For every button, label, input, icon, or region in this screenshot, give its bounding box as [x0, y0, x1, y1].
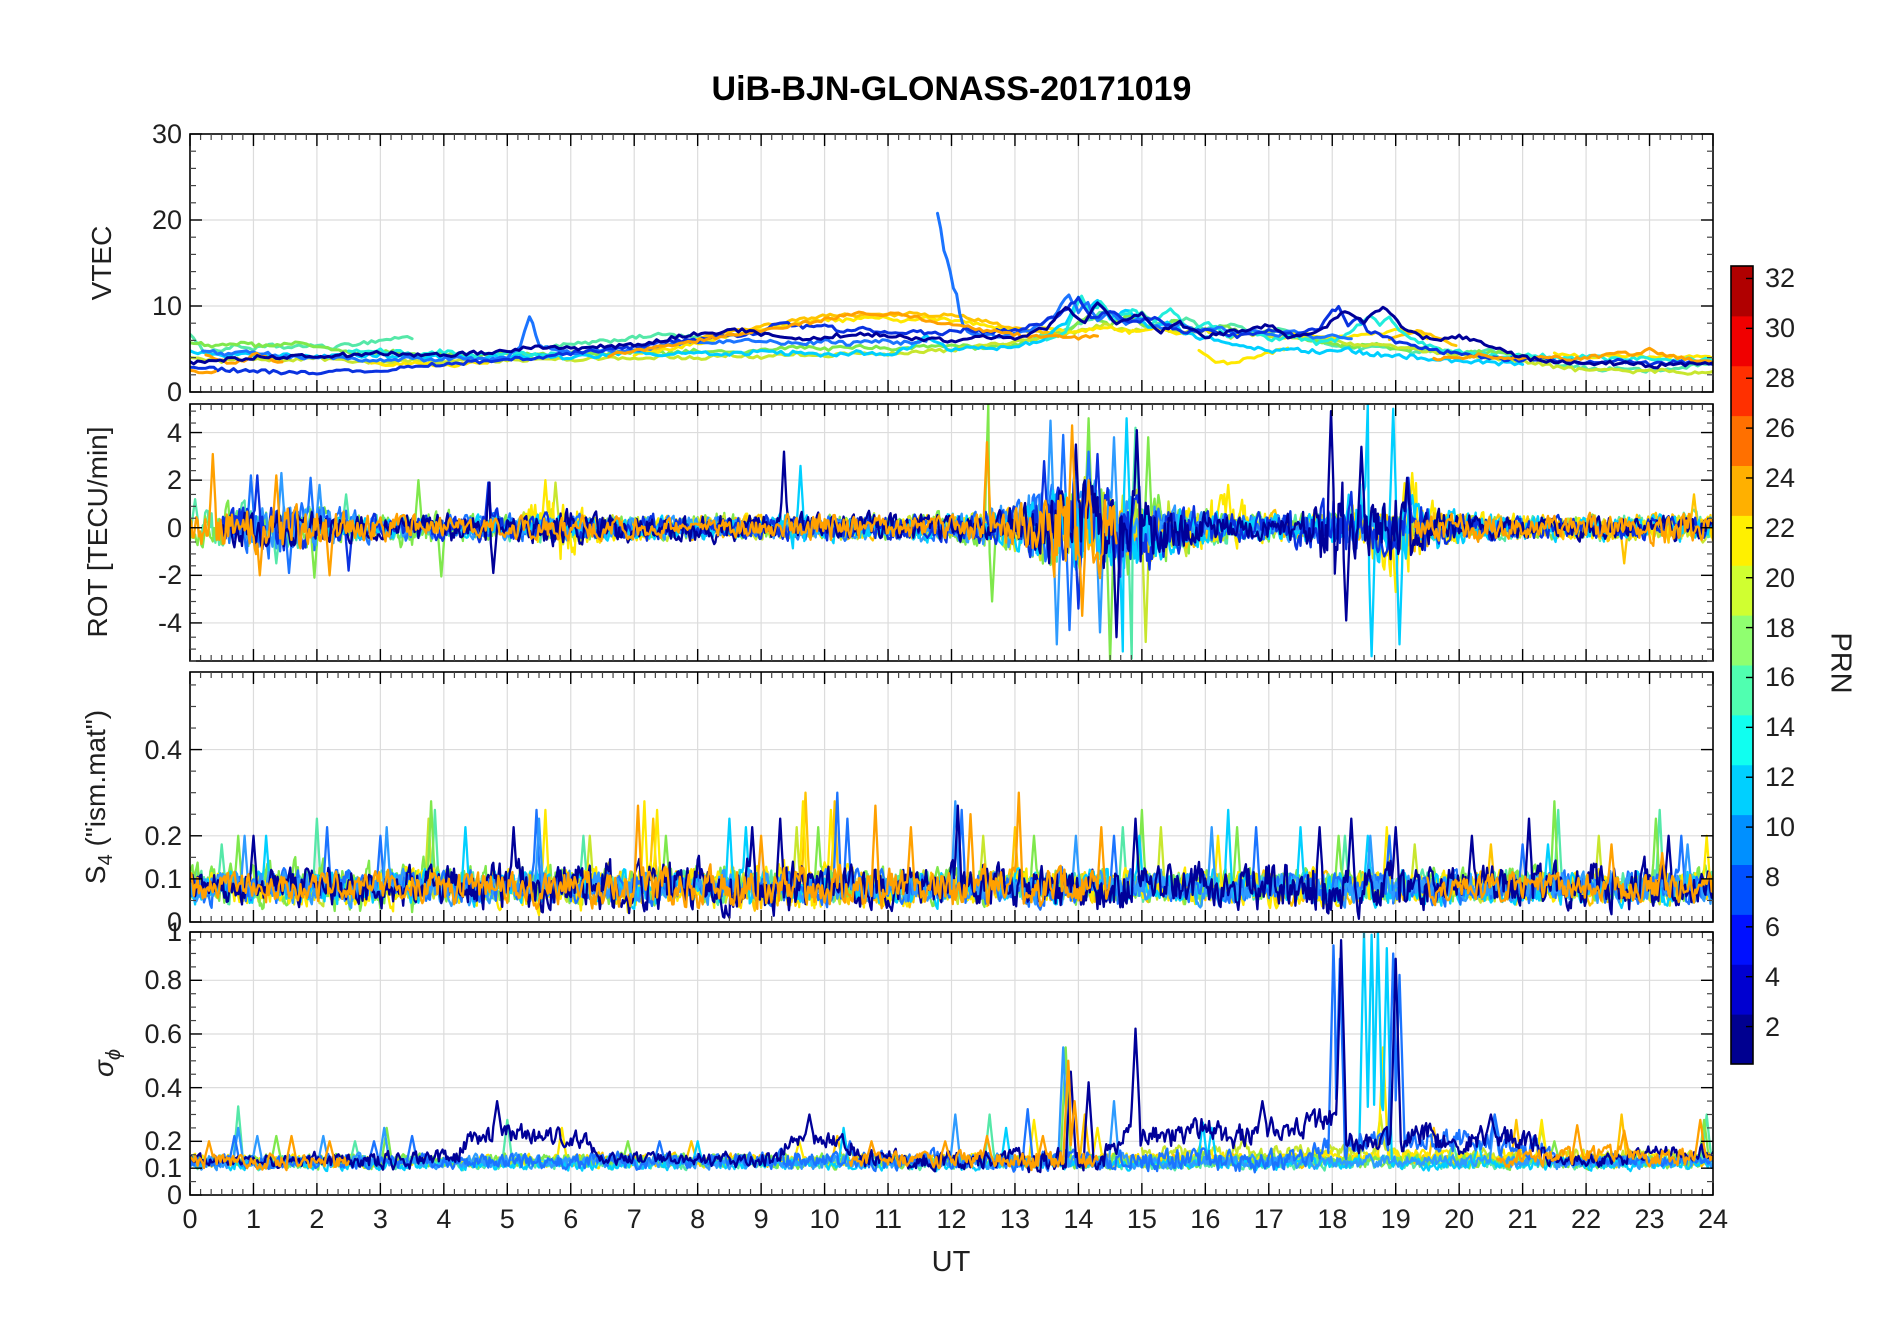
colorbar-tick-label: 16 [1765, 662, 1796, 693]
y-axis-label-part: σ [88, 1060, 119, 1078]
y-tick-label: 0.2 [144, 820, 182, 851]
y-axis-label-sigma-phi: σϕ [88, 1049, 125, 1078]
y-tick-label: 0.1 [144, 1153, 182, 1184]
y-axis-label-part: ("ism.mat") [80, 709, 111, 855]
y-tick-label: 2 [166, 465, 182, 496]
x-tick-label: 24 [1697, 1204, 1729, 1234]
chart-title: UiB-BJN-GLONASS-20171019 [711, 70, 1192, 108]
x-tick-label: 13 [999, 1204, 1030, 1234]
y-axis-label-part: S [80, 865, 111, 885]
colorbar-tick-label: 12 [1765, 762, 1796, 793]
colorbar-label: PRN [1824, 632, 1857, 694]
y-tick-label: 0.4 [144, 734, 182, 765]
x-tick-label: 21 [1507, 1204, 1538, 1234]
x-tick-label: 7 [626, 1204, 642, 1234]
colorbar-tick-label: 26 [1765, 413, 1796, 444]
y-tick-label: 0 [166, 907, 182, 937]
y-tick-label: -4 [157, 607, 182, 638]
x-tick-label: 20 [1444, 1204, 1475, 1234]
x-tick-label: 4 [436, 1204, 452, 1234]
x-axis-label: UT [931, 1246, 971, 1278]
y-tick-label: 4 [166, 417, 182, 448]
colorbar-tick-label: 10 [1765, 812, 1796, 843]
x-tick-label: 1 [245, 1204, 261, 1234]
x-tick-label: 0 [182, 1204, 198, 1234]
colorbar-tick-label: 2 [1765, 1011, 1781, 1042]
colorbar-tick-label: 6 [1765, 911, 1781, 942]
colorbar-tick-label: 4 [1765, 961, 1781, 992]
x-tick-label: 2 [309, 1204, 325, 1234]
x-tick-label: 17 [1253, 1204, 1284, 1234]
y-axis-label-part: VTEC [86, 225, 117, 301]
x-tick-label: 10 [809, 1204, 840, 1234]
y-tick-label: 0.4 [144, 1072, 182, 1103]
x-tick-label: 3 [372, 1204, 388, 1234]
x-tick-label: 15 [1126, 1204, 1157, 1234]
x-tick-label: 9 [753, 1204, 769, 1234]
y-axis-label-part: 4 [95, 854, 117, 866]
x-tick-label: 14 [1063, 1204, 1094, 1234]
colorbar-tick-label: 22 [1765, 512, 1796, 543]
colorbar-tick-label: 20 [1765, 562, 1796, 593]
x-tick-label: 8 [690, 1204, 706, 1234]
y-tick-label: 0 [166, 377, 182, 407]
y-tick-label: 0.6 [144, 1018, 182, 1049]
y-tick-label: -2 [157, 560, 182, 591]
y-axis-label-part: ROT [TECU/min] [82, 426, 113, 638]
x-tick-label: 18 [1317, 1204, 1348, 1234]
x-tick-label: 19 [1380, 1204, 1411, 1234]
y-tick-label: 0 [166, 1180, 182, 1210]
colorbar-tick-label: 24 [1765, 462, 1796, 493]
x-tick-label: 6 [563, 1204, 579, 1234]
y-axis-label-part: ϕ [103, 1048, 125, 1061]
y-axis-label-rot: ROT [TECU/min] [82, 426, 114, 637]
y-tick-label: 10 [151, 291, 182, 321]
colorbar-tick-label: 32 [1765, 263, 1796, 294]
y-tick-label: 0 [166, 512, 182, 543]
colorbar-tick-label: 28 [1765, 363, 1796, 394]
colorbar-tick-label: 30 [1765, 313, 1796, 344]
colorbar-tick-label: 8 [1765, 861, 1781, 892]
y-tick-label: 30 [151, 119, 182, 149]
y-tick-label: 20 [151, 205, 182, 235]
y-tick-label: 1 [166, 917, 182, 947]
y-tick-label: 0.8 [144, 965, 182, 996]
x-tick-label: 16 [1190, 1204, 1221, 1234]
x-tick-label: 11 [874, 1204, 903, 1234]
colorbar-tick-label: 18 [1765, 612, 1796, 643]
y-tick-label: 0.1 [144, 863, 182, 894]
y-axis-label-vtec: VTEC [86, 226, 118, 301]
y-tick-label: 0.2 [144, 1126, 182, 1157]
colorbar-tick-label: 14 [1765, 712, 1796, 743]
x-tick-label: 12 [936, 1204, 967, 1234]
x-tick-label: 5 [499, 1204, 515, 1234]
y-axis-label-s4: S4 ("ism.mat") [80, 709, 117, 885]
x-tick-label: 23 [1634, 1204, 1665, 1234]
x-tick-label: 22 [1571, 1204, 1602, 1234]
